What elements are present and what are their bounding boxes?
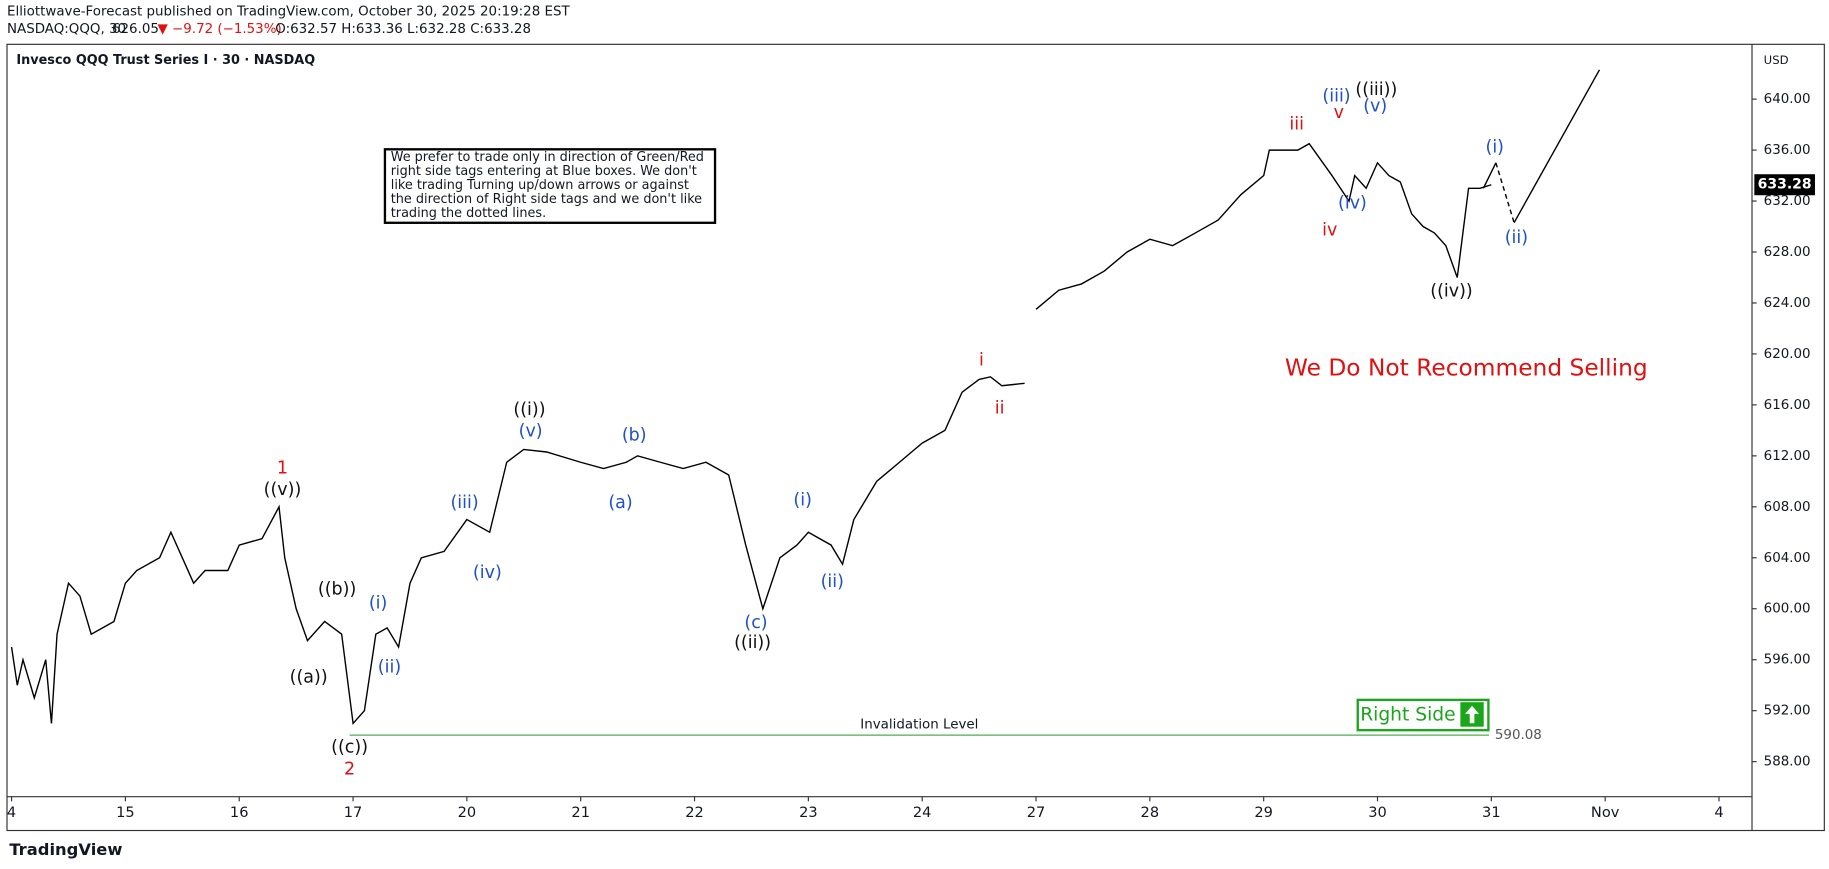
x-tick-label: 24: [913, 804, 932, 821]
wave-label: ((a)): [290, 668, 328, 688]
note-line: the direction of Right side tags and we …: [391, 192, 702, 207]
wave-label: ((c)): [331, 738, 368, 758]
last-price-label: 633.28: [1758, 177, 1812, 193]
note-line: right side tags entering at Blue boxes. …: [391, 164, 697, 179]
x-tick-label: 28: [1141, 804, 1160, 821]
x-tick-label: 23: [799, 804, 818, 821]
wave-label: 1: [277, 459, 288, 479]
x-tick-label: 4: [7, 804, 16, 821]
wave-label: i: [979, 350, 984, 370]
wave-label: (iii): [1322, 87, 1350, 107]
y-tick-label: 588.00: [1764, 755, 1811, 770]
wave-label: ((ii)): [734, 633, 771, 653]
y-tick-label: 632.00: [1764, 194, 1811, 209]
wave-label: (iii): [450, 493, 478, 513]
last-price-tag: [1754, 174, 1815, 196]
y-tick-label: 640.00: [1764, 92, 1811, 107]
x-tick-label: 27: [1027, 804, 1046, 821]
y-tick-label: 624.00: [1764, 296, 1811, 311]
publisher: Elliottwave-Forecast published on Tradin…: [7, 5, 570, 20]
invalidation-label: Invalidation Level: [860, 718, 978, 733]
frame: [6, 43, 1825, 832]
up-arrow: [1465, 705, 1480, 724]
wave-label: (ii): [1505, 228, 1528, 248]
x-tick-label: 17: [344, 804, 363, 821]
wave-label: (b): [622, 425, 647, 445]
wave-label: (ii): [821, 572, 844, 592]
price-line: [10, 142, 1492, 726]
x-tick-label: 20: [458, 804, 477, 821]
wave-label: (a): [608, 493, 632, 513]
note-line: like trading Turning up/down arrows or a…: [391, 178, 689, 193]
x-tick-label: 4: [1714, 804, 1723, 821]
x-tick-label: 29: [1254, 804, 1273, 821]
currency: USD: [1764, 53, 1789, 67]
callout: We Do Not Recommend Selling: [1285, 355, 1648, 382]
forecast-segment: [1513, 69, 1601, 224]
note-line: trading the dotted lines.: [391, 206, 546, 221]
x-tick-label: 31: [1482, 804, 1501, 821]
wave-label: (i): [369, 594, 388, 614]
y-tick-label: 628.00: [1764, 245, 1811, 260]
brand: TradingView: [9, 840, 122, 859]
forecast-segment: [1495, 162, 1515, 223]
wave-label: (c): [744, 613, 767, 633]
x-tick-label: Nov: [1591, 804, 1620, 821]
ohlc: O:632.57 H:633.36 L:632.28 C:633.28: [275, 22, 531, 37]
y-tick-label: 636.00: [1764, 143, 1811, 158]
wave-label: v: [1334, 103, 1344, 123]
wave-label: iv: [1322, 220, 1337, 240]
wave-label: (v): [519, 422, 543, 442]
x-tick-label: 22: [685, 804, 704, 821]
y-tick-label: 604.00: [1764, 551, 1811, 566]
x-tick-label: 21: [571, 804, 590, 821]
wave-label: ((v)): [264, 480, 302, 500]
y-tick-label: 592.00: [1764, 704, 1811, 719]
symbol: NASDAQ:QQQ, 30: [7, 22, 126, 37]
wave-label: (iv): [1338, 194, 1367, 214]
right-side-text: Right Side: [1360, 705, 1455, 726]
chart-title: Invesco QQQ Trust Series I · 30 · NASDAQ: [16, 53, 315, 68]
wave-label: 2: [344, 759, 355, 779]
wave-label: ((iv)): [1430, 282, 1473, 302]
price: 626.05: [112, 22, 159, 37]
wave-label: ((i)): [513, 400, 545, 420]
wave-label: ii: [995, 399, 1005, 419]
x-tick-label: 30: [1368, 804, 1387, 821]
x-tick-label: 16: [230, 804, 249, 821]
wave-label: (v): [1363, 97, 1387, 117]
wave-label: iii: [1289, 115, 1304, 135]
wave-label: (iv): [473, 563, 502, 583]
y-tick-label: 620.00: [1764, 347, 1811, 362]
invalidation-value: 590.08: [1495, 728, 1542, 743]
forecast-segment: [1482, 162, 1497, 189]
note: We prefer to trade only in direction of …: [391, 150, 704, 221]
y-tick-label: 616.00: [1764, 398, 1811, 413]
change: ▼ −9.72 (−1.53%): [157, 22, 281, 37]
note-line: We prefer to trade only in direction of …: [391, 150, 704, 165]
y-tick-label: 600.00: [1764, 602, 1811, 617]
wave-label: (i): [793, 490, 812, 510]
wave-label: (i): [1485, 138, 1504, 158]
wave-label: ((iii)): [1355, 80, 1397, 100]
y-tick-label: 596.00: [1764, 653, 1811, 668]
y-tick-label: 612.00: [1764, 449, 1811, 464]
y-tick-label: 608.00: [1764, 500, 1811, 515]
wave-label: ((b)): [318, 580, 356, 600]
note-box: [383, 148, 717, 224]
wave-label: (ii): [378, 657, 401, 677]
x-tick-label: 15: [116, 804, 135, 821]
